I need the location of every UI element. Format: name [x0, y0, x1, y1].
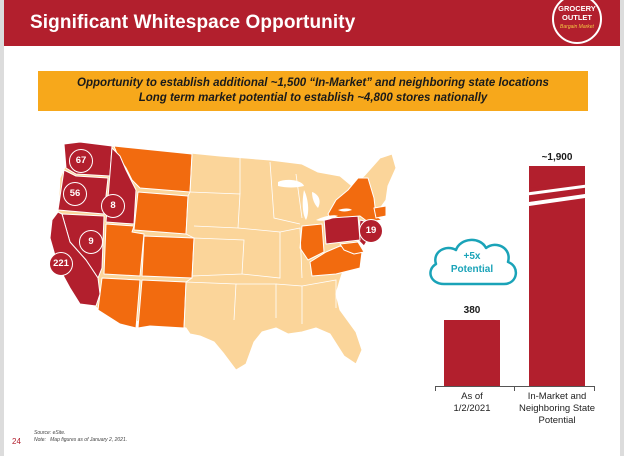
state-new-mexico [137, 279, 187, 329]
x-label-potential: In-Market and Neighboring State Potentia… [514, 391, 600, 427]
bar-potential-stores [529, 208, 585, 386]
state-pennsylvania [323, 215, 361, 245]
slide: Significant Whitespace Opportunity GROCE… [4, 0, 620, 456]
state-maryland [339, 241, 365, 255]
badge-oregon: 56 [63, 182, 87, 206]
x-label-potential-line-2: Neighboring State [518, 403, 596, 414]
state-california [49, 211, 101, 307]
header-bar: Significant Whitespace Opportunity GROCE… [4, 0, 620, 46]
state-arizona [97, 277, 141, 329]
great-lakes [278, 179, 352, 221]
x-label-current: As of 1/2/2021 [434, 391, 510, 415]
banner-line-2: Long term market potential to establish … [138, 92, 488, 104]
page-title: Significant Whitespace Opportunity [30, 12, 356, 33]
x-label-current-line-2: 1/2/2021 [453, 403, 491, 414]
cloud-callout [429, 238, 517, 286]
bar-current-stores [444, 320, 500, 386]
callout-label: Potential [450, 264, 494, 275]
note-label: Note: [34, 436, 46, 443]
banner-line-1: Opportunity to establish additional ~1,5… [77, 77, 549, 89]
note-text: Map figures as of January 2, 2021. [50, 436, 128, 443]
badge-washington: 67 [69, 149, 93, 173]
source-note: Source: eSite. [34, 430, 66, 436]
x-label-current-line-1: As of [461, 391, 483, 402]
footnote: Source: eSite. Note: Map figures as of J… [34, 430, 127, 443]
chart-x-axis [435, 386, 595, 387]
x-label-potential-line-3: Potential [538, 415, 576, 426]
cloud-text: +5x Potential [430, 250, 514, 276]
badge-pennsylvania: 19 [359, 219, 383, 243]
map-note: Note: Map figures as of January 2, 2021. [34, 437, 127, 444]
axis-tick [594, 386, 595, 391]
state-virginia [309, 245, 363, 277]
state-wyoming [133, 191, 189, 235]
logo-tagline: Bargain Market [560, 24, 594, 30]
highlight-banner: Opportunity to establish additional ~1,5… [38, 71, 588, 111]
logo-line-2: OUTLET [562, 13, 592, 22]
axis-break-marker [526, 180, 588, 210]
state-connecticut [373, 205, 387, 219]
badge-california: 221 [49, 252, 73, 276]
bar-value-label-current: 380 [463, 305, 481, 316]
x-label-potential-line-1: In-Market and [527, 391, 587, 402]
callout-multiple: +5x [463, 251, 481, 262]
us-map [49, 141, 397, 371]
page-number: 24 [12, 437, 21, 446]
logo-line-1: GROCERY [558, 4, 596, 13]
badge-nevada: 9 [79, 230, 103, 254]
interior-borders [183, 153, 337, 329]
state-colorado [141, 235, 195, 279]
bar-value-label-potential: ~1,900 [541, 152, 573, 163]
axis-tick [514, 386, 515, 391]
badge-idaho: 8 [101, 194, 125, 218]
grocery-outlet-logo: GROCERY OUTLET Bargain Market [552, 0, 602, 44]
state-utah [103, 223, 145, 277]
axis-tick [435, 386, 436, 391]
cloud-shape [429, 238, 517, 286]
